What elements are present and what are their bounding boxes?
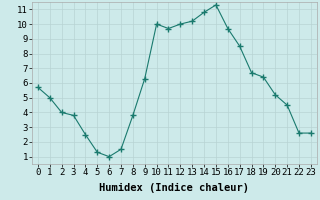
X-axis label: Humidex (Indice chaleur): Humidex (Indice chaleur) (100, 183, 249, 193)
